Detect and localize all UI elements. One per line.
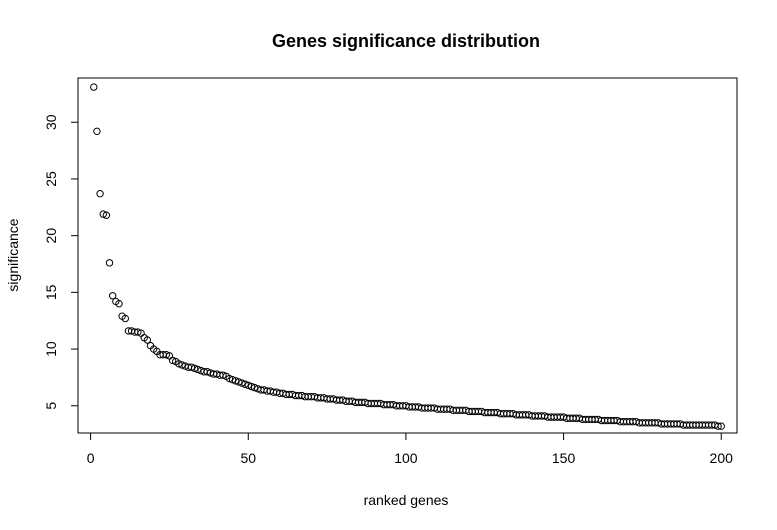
x-tick-label: 150: [552, 450, 576, 466]
x-axis: 0 50 100 150 200: [87, 432, 734, 466]
y-axis-label: significance: [5, 218, 21, 291]
data-point: [714, 422, 722, 430]
data-point: [241, 380, 249, 388]
data-point: [203, 368, 211, 376]
data-point: [108, 292, 117, 300]
data-point: [105, 259, 114, 267]
data-point: [143, 336, 152, 344]
data-point: [194, 365, 202, 374]
data-point: [190, 364, 199, 373]
data-point: [235, 378, 243, 386]
y-tick-label: 30: [43, 114, 59, 130]
data-point: [717, 422, 725, 430]
data-point: [247, 382, 256, 391]
data-point: [162, 351, 170, 359]
data-point: [102, 211, 111, 219]
y-tick-label: 10: [43, 341, 59, 357]
data-point: [115, 300, 123, 308]
data-point: [250, 383, 259, 392]
data-point: [134, 328, 142, 336]
plot-border: [77, 77, 738, 434]
data-point: [99, 210, 107, 218]
y-tick-label: 5: [43, 402, 59, 410]
data-point: [225, 374, 234, 383]
y-axis: 5 10 15 20 25 30: [43, 114, 79, 410]
data-point: [178, 361, 186, 369]
data-point: [238, 379, 246, 387]
data-point: [93, 127, 101, 136]
y-tick-label: 25: [43, 171, 59, 187]
x-tick-label: 50: [240, 450, 256, 466]
x-tick-label: 0: [87, 450, 95, 466]
data-point: [175, 360, 183, 368]
data-point: [90, 83, 98, 91]
data-point: [219, 371, 227, 379]
y-tick-label: 15: [43, 284, 59, 300]
x-axis-label: ranked genes: [364, 492, 449, 508]
x-tick-label: 100: [394, 450, 418, 466]
data-point: [187, 363, 196, 371]
y-tick-label: 20: [43, 228, 59, 244]
data-point: [168, 356, 177, 365]
x-tick-label: 200: [710, 450, 734, 466]
data-point: [228, 375, 237, 384]
data-points: [90, 83, 725, 430]
data-point: [244, 381, 252, 390]
chart-title: Genes significance distribution: [272, 31, 540, 51]
data-point: [96, 189, 104, 198]
data-point: [121, 314, 129, 323]
data-point: [231, 377, 240, 385]
